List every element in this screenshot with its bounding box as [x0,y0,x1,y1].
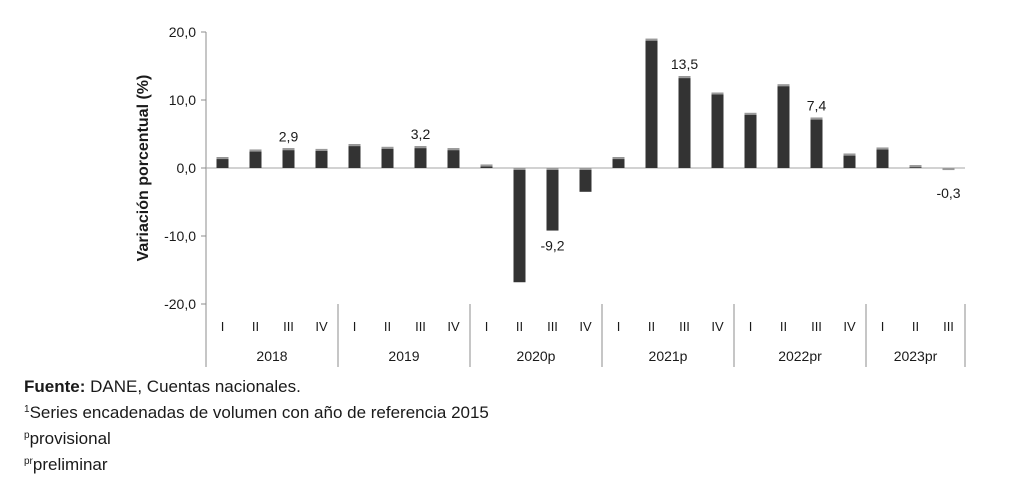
y-tick-label: 20,0 [169,24,196,40]
bar [414,146,427,168]
bar [579,168,592,192]
footnote-text: preliminar [32,455,108,474]
bar [876,147,889,168]
quarter-label: I [485,319,489,334]
quarter-label: III [811,319,822,334]
bar-highlight [645,38,658,41]
bar [678,76,691,168]
year-label: 2022pr [778,348,822,364]
quarter-label: IV [315,319,328,334]
quarter-label: IV [711,319,724,334]
quarter-label: IV [579,319,592,334]
quarter-label: I [617,319,621,334]
bar [315,148,328,168]
year-label: 2020p [517,348,556,364]
bar [348,144,361,168]
bar-highlight [513,168,526,170]
quarter-label: II [780,319,787,334]
bar [381,146,394,168]
quarter-label: I [881,319,885,334]
quarter-label: II [252,319,259,334]
y-axis-label: Variación porcentual (%) [135,75,152,262]
data-label: 7,4 [807,98,827,114]
bar [447,148,460,168]
bar [546,168,559,231]
footnote-text: provisional [29,429,111,448]
year-label: 2023pr [894,348,938,364]
bar-highlight [480,164,493,167]
bar [645,38,658,168]
bar [513,168,526,283]
quarter-label: I [221,319,225,334]
year-label: 2018 [256,348,287,364]
y-tick-label: 0,0 [177,160,197,176]
quarter-label: II [516,319,523,334]
bar [249,149,262,168]
quarter-label: III [547,319,558,334]
bar-highlight [678,76,691,79]
quarter-label: III [283,319,294,334]
bar-highlight [315,148,328,151]
bar-highlight [876,147,889,150]
footnote-text: Series encadenadas de volumen con año de… [29,403,489,422]
bar [282,148,295,168]
bar-highlight [414,146,427,149]
data-label: -9,2 [540,238,564,254]
bar-highlight [348,144,361,147]
quarter-label: III [943,319,954,334]
bar [711,92,724,168]
y-tick-label: 10,0 [169,92,196,108]
y-tick-label: -10,0 [164,228,196,244]
chart-notes: Fuente: DANE, Cuentas nacionales. 1Serie… [24,374,489,478]
quarter-label: II [648,319,655,334]
bar-highlight [447,148,460,151]
bar-highlight [777,84,790,87]
quarter-label: I [353,319,357,334]
data-label: 2,9 [279,128,299,144]
quarter-label: IV [447,319,460,334]
bar-highlight [843,153,856,156]
bar-highlight [744,112,757,115]
bar [777,84,790,168]
data-label: 13,5 [671,56,698,72]
bar-highlight [216,157,229,160]
bar [843,153,856,168]
footnote-mark: pr [24,456,33,467]
y-tick-label: -20,0 [164,296,196,312]
bar [612,157,625,168]
quarter-label: IV [843,319,856,334]
footnote-provisional: pprovisional [24,426,489,452]
quarter-label: II [912,319,919,334]
quarter-label: III [415,319,426,334]
bar [810,117,823,168]
data-label: 3,2 [411,126,431,142]
bar-highlight [546,168,559,170]
bar-highlight [381,146,394,149]
source-label: Fuente: [24,377,86,396]
year-label: 2021p [649,348,688,364]
bar-highlight [942,168,955,170]
data-label: -0,3 [936,185,960,201]
footnote-preliminary: prpreliminar [24,452,489,478]
bar [216,157,229,168]
bar-highlight [249,149,262,152]
source-note: Fuente: DANE, Cuentas nacionales. [24,374,489,400]
bar-highlight [909,165,922,168]
quarter-label: II [384,319,391,334]
bar-highlight [612,157,625,160]
bar [744,112,757,168]
bar-highlight [711,92,724,95]
quarter-label: III [679,319,690,334]
bar-highlight [579,168,592,170]
footnote-mark: p [24,430,30,441]
bar-highlight [810,117,823,120]
quarter-label: I [749,319,753,334]
bar-highlight [282,148,295,151]
year-label: 2019 [388,348,419,364]
footnote-mark: 1 [24,404,30,415]
bar-chart: 20,0 10,0 0,0 -10,0 -20,0 Variación porcentua… [135,24,966,367]
footnote-series: 1Series encadenadas de volumen con año d… [24,400,489,426]
source-text: DANE, Cuentas nacionales. [85,377,301,396]
